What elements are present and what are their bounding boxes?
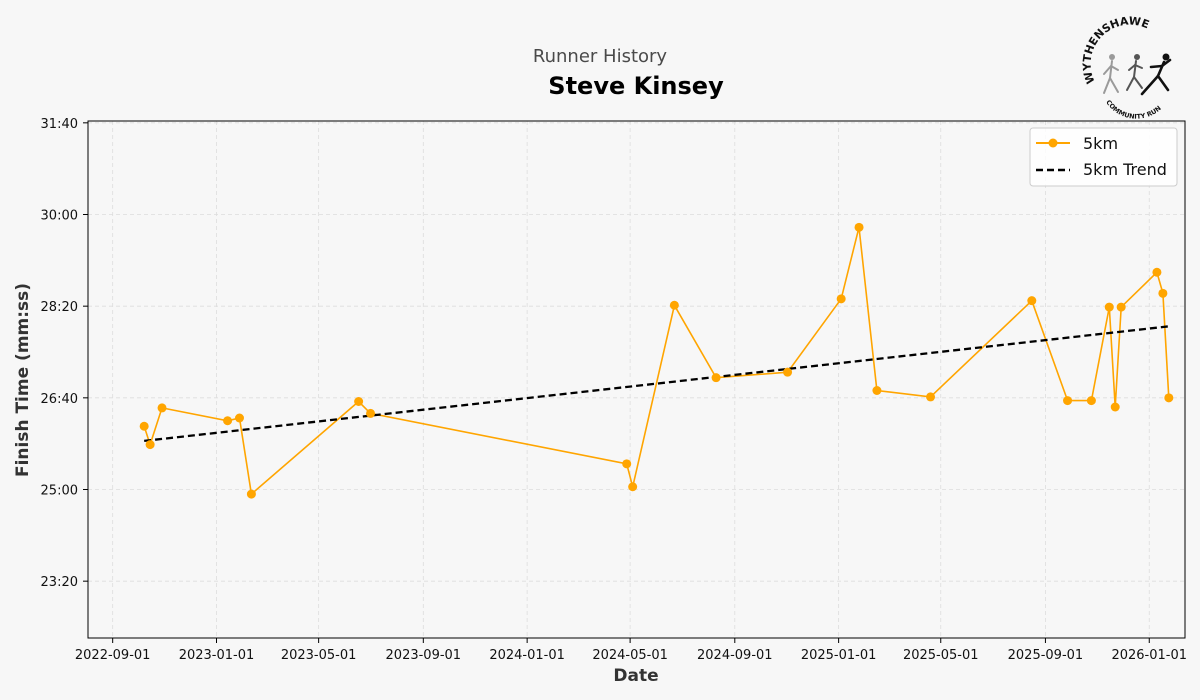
- y-tick-label: 26:40: [41, 392, 78, 407]
- data-point-5km: [854, 222, 864, 232]
- legend: 5km 5km Trend: [1029, 127, 1178, 187]
- x-tick-label: 2023-09-01: [386, 648, 462, 663]
- x-axis-label: Date: [613, 666, 658, 686]
- data-point-5km: [1104, 302, 1114, 312]
- data-point-5km: [1086, 396, 1096, 406]
- x-tick-label: 2022-09-01: [75, 648, 151, 663]
- x-tick-label: 2023-01-01: [179, 648, 255, 663]
- data-point-5km: [1027, 296, 1037, 306]
- data-point-5km: [711, 373, 721, 383]
- data-point-5km: [628, 482, 638, 492]
- runner-silhouette-dark-icon: [1140, 53, 1172, 96]
- x-tick-label: 2024-09-01: [697, 648, 773, 663]
- runner-silhouette-light-icon: [1103, 54, 1119, 94]
- data-point-5km: [1116, 302, 1126, 312]
- data-point-5km: [1110, 402, 1120, 412]
- data-point-5km: [139, 421, 149, 431]
- y-axis-label: Finish Time (mm:ss): [13, 283, 33, 477]
- data-point-5km: [145, 440, 155, 450]
- legend-5km-marker: [1048, 138, 1058, 148]
- x-tick-label: 2025-01-01: [801, 648, 877, 663]
- x-tick-label: 2024-01-01: [489, 648, 565, 663]
- series-5km-line: [143, 227, 1170, 496]
- y-tick-label: 23:20: [41, 575, 78, 590]
- logo-bottom-text: COMMUNITY RUN: [1104, 98, 1162, 120]
- data-point-5km: [669, 300, 679, 310]
- grid-lines: [88, 121, 1185, 638]
- runner-silhouette-mid-icon: [1126, 54, 1143, 91]
- data-point-5km: [354, 397, 364, 406]
- data-point-5km: [366, 408, 376, 418]
- chart-title: Steve Kinsey: [548, 72, 724, 100]
- data-point-5km: [783, 367, 793, 377]
- data-point-5km: [622, 459, 632, 469]
- legend-trend-label: 5km Trend: [1083, 160, 1167, 179]
- axis-ticks: 2022-09-01 2023-01-01 2023-05-01 2023-09-01…: [41, 117, 1188, 663]
- data-point-5km: [1152, 267, 1162, 277]
- y-tick-label: 30:00: [41, 209, 78, 224]
- y-tick-label: 28:20: [41, 300, 78, 315]
- y-tick-label: 31:40: [41, 117, 78, 132]
- data-point-5km: [926, 392, 936, 402]
- data-point-5km: [836, 294, 846, 304]
- data-point-5km: [157, 403, 167, 413]
- data-point-5km: [1164, 393, 1174, 403]
- logo-top-text: WYTHENSHAWE: [1080, 14, 1151, 85]
- data-point-5km: [1158, 288, 1168, 298]
- series-layer: [139, 222, 1174, 499]
- svg-text:COMMUNITY RUN: COMMUNITY RUN: [1104, 98, 1162, 120]
- x-tick-label: 2026-01-01: [1111, 648, 1187, 663]
- x-tick-label: 2025-09-01: [1008, 648, 1084, 663]
- data-point-5km: [234, 413, 244, 423]
- data-point-5km: [872, 386, 882, 395]
- legend-5km-label: 5km: [1083, 134, 1118, 153]
- data-point-5km: [246, 489, 256, 499]
- svg-text:WYTHENSHAWE: WYTHENSHAWE: [1080, 14, 1151, 85]
- y-tick-label: 25:00: [41, 484, 78, 499]
- chart-subtitle: Runner History: [532, 46, 668, 67]
- x-tick-label: 2023-05-01: [281, 648, 357, 663]
- series-5km-trend-line: [144, 325, 1169, 443]
- x-tick-label: 2024-05-01: [592, 648, 668, 663]
- data-point-5km: [1063, 396, 1073, 406]
- wythenshawe-logo: WYTHENSHAWE COMMUNITY RUN: [1080, 14, 1172, 121]
- x-tick-label: 2025-05-01: [903, 648, 979, 663]
- data-point-5km: [223, 416, 233, 426]
- plot-area-frame: [87, 120, 1186, 639]
